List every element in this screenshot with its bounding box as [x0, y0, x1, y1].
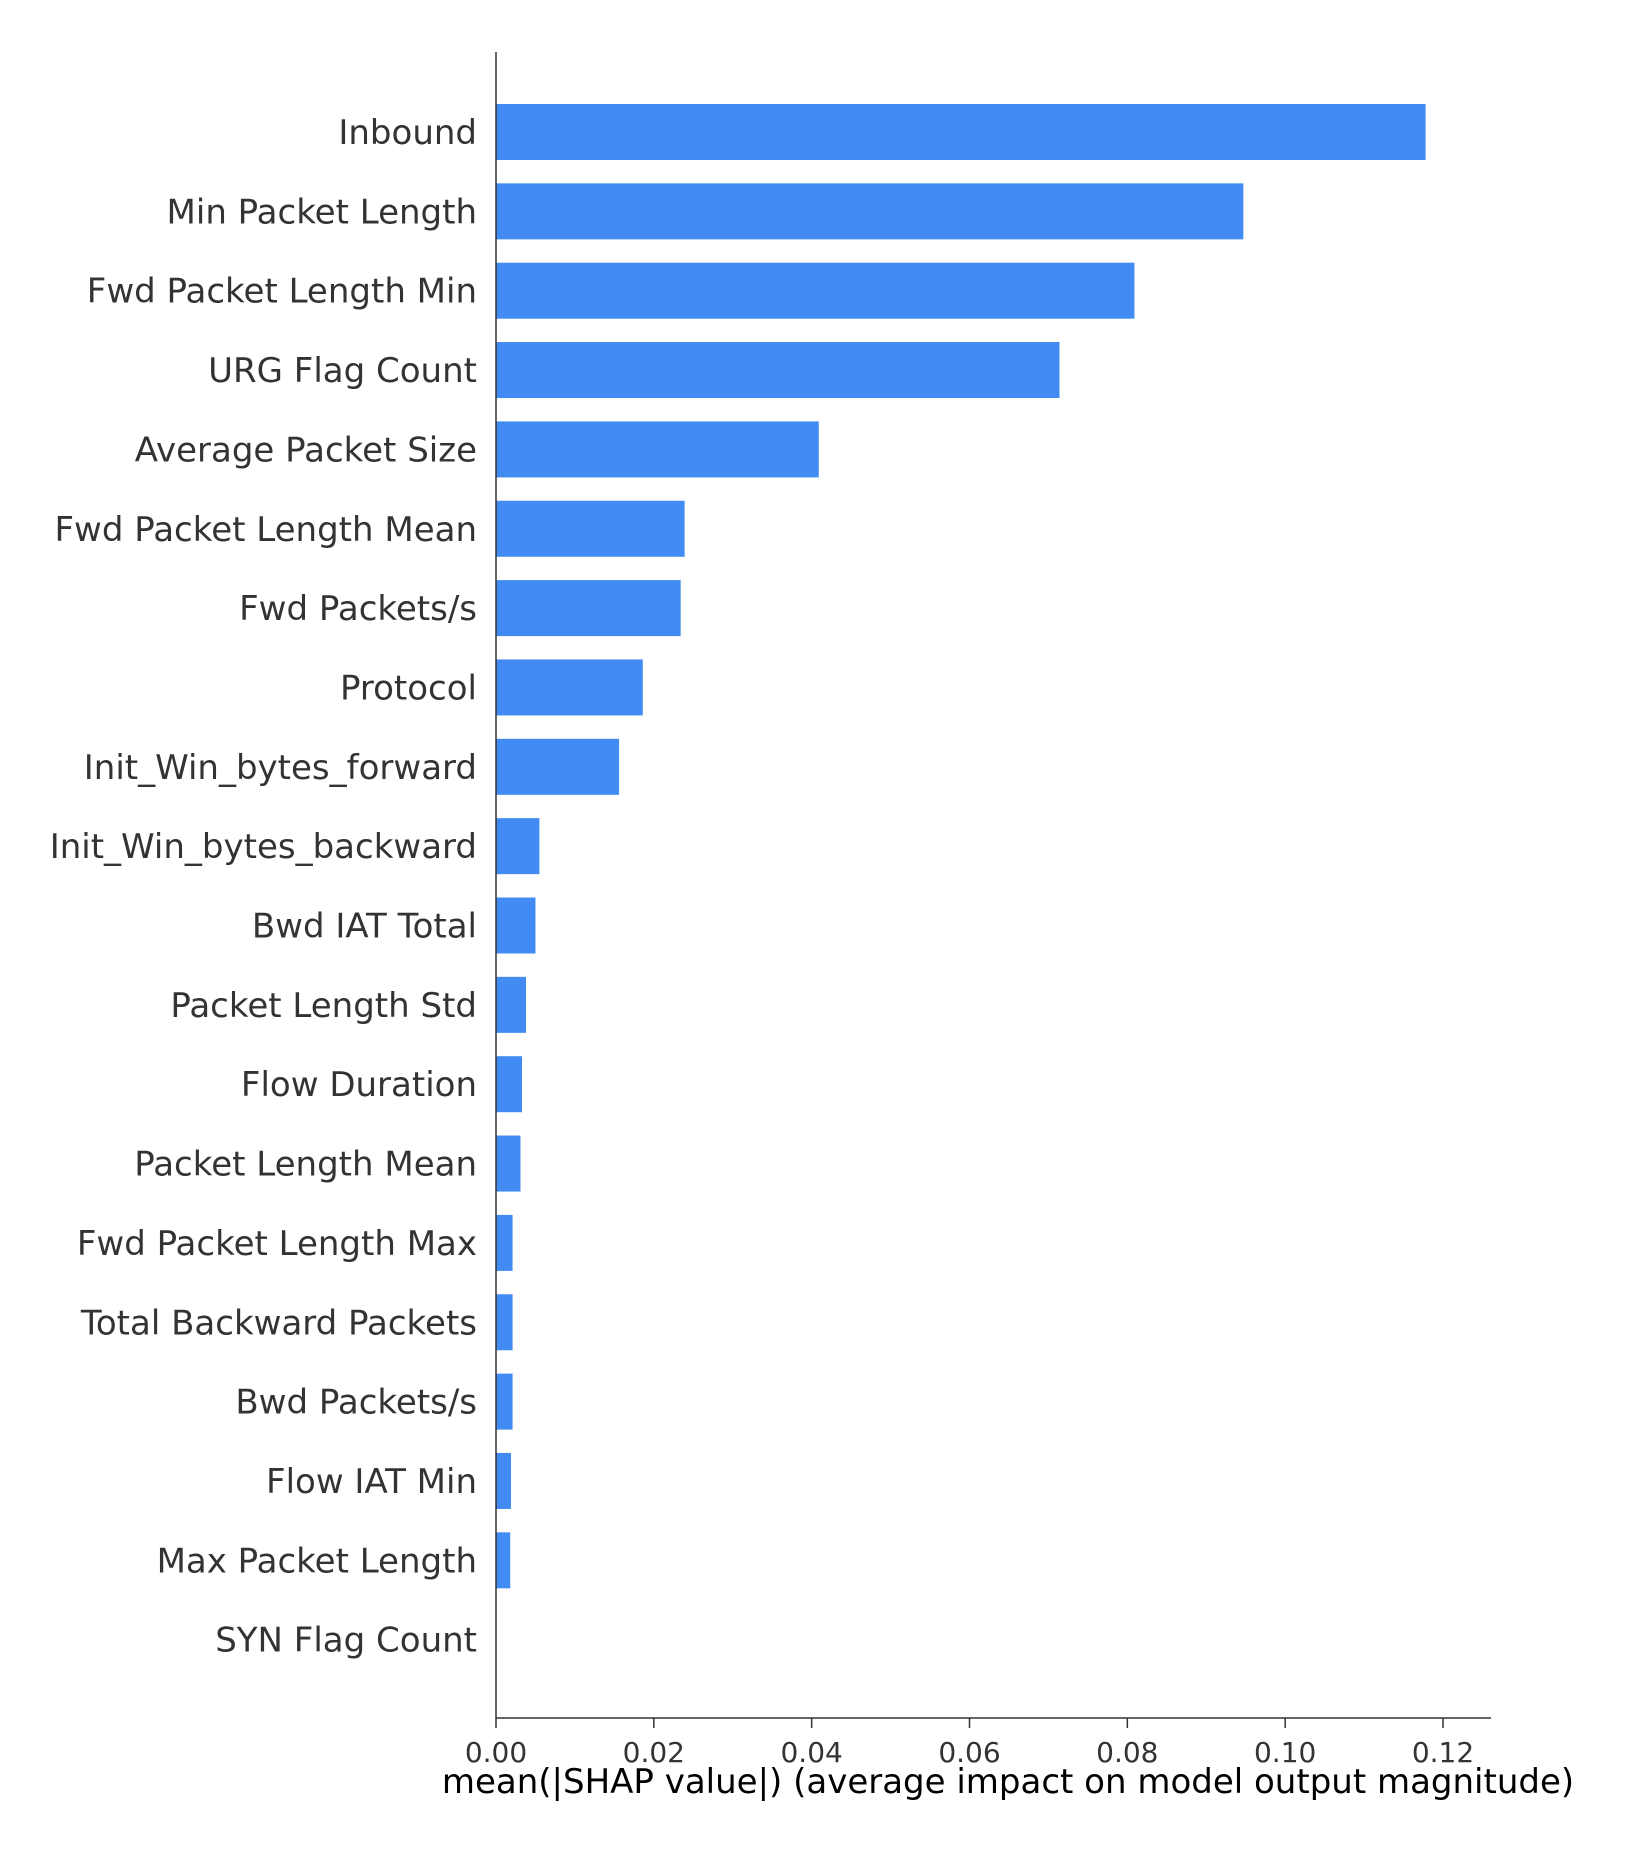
y-tick-label: Fwd Packet Length Max [77, 1224, 477, 1264]
bar-init-win-bytes-forward [496, 738, 620, 795]
y-tick-label: Flow IAT Min [266, 1462, 477, 1502]
y-tick-label: Fwd Packet Length Mean [54, 510, 477, 550]
bar-bwd-iat-total [496, 897, 536, 954]
bar-max-packet-length [496, 1532, 511, 1589]
x-tick-label: 0.12 [1412, 1736, 1474, 1769]
x-tick-label: 0.02 [623, 1736, 685, 1769]
x-tick-label: 0.00 [465, 1736, 527, 1769]
y-tick-label: Init_Win_bytes_forward [84, 748, 477, 788]
y-tick-label: Init_Win_bytes_backward [50, 827, 477, 867]
y-tick-label: Packet Length Std [170, 986, 477, 1026]
x-tick-label: 0.04 [780, 1736, 842, 1769]
y-tick-label: Total Backward Packets [80, 1303, 477, 1343]
bar-packet-length-mean [496, 1135, 521, 1192]
bars-group [496, 104, 1426, 1589]
bar-urg-flag-count [496, 342, 1060, 399]
bar-fwd-packets-s [496, 580, 681, 637]
bar-inbound [496, 104, 1426, 160]
x-tick-label: 0.08 [1096, 1736, 1158, 1769]
bar-average-packet-size [496, 421, 819, 478]
bar-min-packet-length [496, 183, 1244, 240]
y-tick-label: Fwd Packet Length Min [87, 272, 477, 312]
bar-total-backward-packets [496, 1294, 513, 1351]
y-tick-label: Flow Duration [241, 1065, 477, 1105]
y-tick-label: Fwd Packets/s [239, 589, 477, 629]
bar-protocol [496, 659, 643, 716]
x-axis-label: mean(|SHAP value|) (average impact on mo… [442, 1762, 1574, 1802]
y-tick-label: SYN Flag Count [215, 1621, 477, 1661]
bar-fwd-packet-length-mean [496, 500, 685, 557]
bar-flow-duration [496, 1056, 523, 1113]
y-tick-label: Inbound [338, 113, 477, 153]
y-tick-label: Average Packet Size [135, 430, 477, 470]
y-tick-label: Max Packet Length [157, 1541, 477, 1581]
bar-fwd-packet-length-min [496, 262, 1135, 319]
y-tick-label: URG Flag Count [208, 351, 477, 391]
bar-fwd-packet-length-max [496, 1214, 513, 1271]
y-tick-label: Packet Length Mean [134, 1145, 477, 1185]
y-tick-label: Protocol [340, 668, 477, 708]
x-tick-label: 0.10 [1254, 1736, 1316, 1769]
y-tick-label: Bwd IAT Total [252, 907, 477, 947]
y-tick-label: Min Packet Length [167, 192, 477, 232]
y-tick-labels: Inbound Min Packet Length Fwd Packet Lengt… [50, 113, 477, 1661]
x-tick-label: 0.06 [938, 1736, 1000, 1769]
x-ticks: 0.00 0.02 0.04 0.06 0.08 0.10 0.12 [465, 1718, 1474, 1769]
bar-init-win-bytes-backward [496, 818, 540, 875]
bar-bwd-packets-s [496, 1373, 513, 1430]
bar-flow-iat-min [496, 1452, 511, 1509]
bar-packet-length-std [496, 976, 526, 1033]
y-tick-label: Bwd Packets/s [235, 1383, 477, 1423]
